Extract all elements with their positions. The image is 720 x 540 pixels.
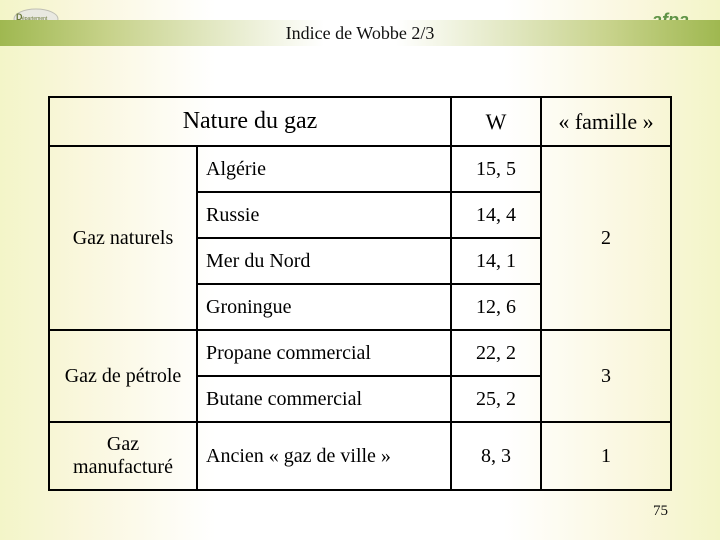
w-cell: 12, 6 bbox=[451, 284, 541, 330]
category-cell: Gaz de pétrole bbox=[49, 330, 197, 422]
page-title: Indice de Wobbe 2/3 bbox=[286, 23, 435, 44]
table-header-row: Nature du gaz W « famille » bbox=[49, 97, 671, 146]
famille-cell: 3 bbox=[541, 330, 671, 422]
category-cell: Gaz naturels bbox=[49, 146, 197, 330]
w-cell: 8, 3 bbox=[451, 422, 541, 490]
famille-cell: 2 bbox=[541, 146, 671, 330]
nature-cell: Russie bbox=[197, 192, 451, 238]
nature-cell: Groningue bbox=[197, 284, 451, 330]
wobbe-table: Nature du gaz W « famille » Gaz naturels… bbox=[48, 96, 672, 491]
header-w: W bbox=[451, 97, 541, 146]
header-famille: « famille » bbox=[541, 97, 671, 146]
category-cell: Gaz manufacturé bbox=[49, 422, 197, 490]
nature-cell: Ancien « gaz de ville » bbox=[197, 422, 451, 490]
w-cell: 22, 2 bbox=[451, 330, 541, 376]
page-number: 75 bbox=[653, 503, 668, 520]
nature-cell: Algérie bbox=[197, 146, 451, 192]
w-cell: 25, 2 bbox=[451, 376, 541, 422]
table-row: Gaz manufacturé Ancien « gaz de ville » … bbox=[49, 422, 671, 490]
nature-cell: Propane commercial bbox=[197, 330, 451, 376]
nature-cell: Butane commercial bbox=[197, 376, 451, 422]
header-nature: Nature du gaz bbox=[49, 97, 451, 146]
table-row: Gaz de pétrole Propane commercial 22, 2 … bbox=[49, 330, 671, 376]
famille-cell: 1 bbox=[541, 422, 671, 490]
w-cell: 15, 5 bbox=[451, 146, 541, 192]
header-band: Indice de Wobbe 2/3 bbox=[0, 20, 720, 46]
w-cell: 14, 4 bbox=[451, 192, 541, 238]
w-cell: 14, 1 bbox=[451, 238, 541, 284]
table-row: Gaz naturels Algérie 15, 5 2 bbox=[49, 146, 671, 192]
nature-cell: Mer du Nord bbox=[197, 238, 451, 284]
